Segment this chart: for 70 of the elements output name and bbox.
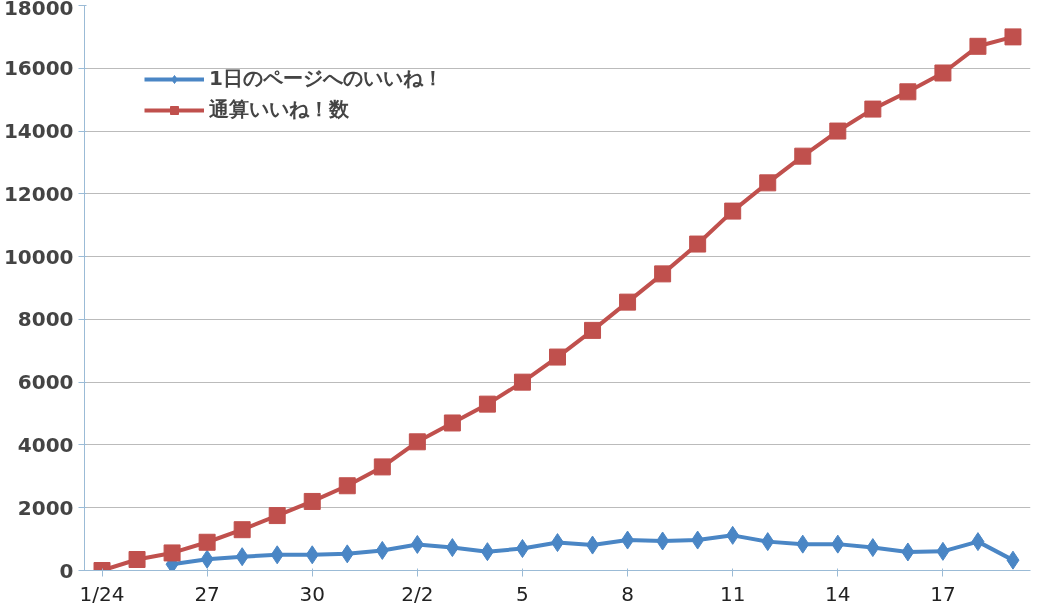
point (480, 542, 494, 562)
x-tick-label: 17 (930, 581, 956, 606)
point (375, 540, 389, 560)
point (513, 373, 531, 391)
point (445, 538, 459, 558)
point (689, 235, 707, 253)
point (831, 534, 845, 554)
point (866, 538, 880, 558)
point (656, 531, 670, 551)
point (373, 458, 391, 476)
point (478, 395, 496, 413)
x-tick-label: 27 (194, 581, 220, 606)
point (654, 265, 672, 283)
x-tick-label: 2/2 (401, 581, 434, 606)
y-tick-label: 2000 (17, 495, 74, 520)
point (515, 539, 529, 559)
point (971, 532, 985, 552)
point (796, 534, 810, 554)
point (200, 549, 214, 569)
point (619, 293, 637, 311)
point (794, 147, 812, 165)
point (899, 83, 917, 101)
point (724, 202, 742, 220)
point (410, 534, 424, 554)
point (163, 544, 181, 562)
x-tick-label: 1/24 (79, 581, 125, 606)
y-tick-label: 8000 (17, 307, 74, 332)
x-tick-label: 11 (719, 581, 746, 606)
point (969, 37, 987, 55)
legend-label: 1日のページへのいいね！ (209, 65, 443, 92)
y-tick-label: 12000 (3, 181, 74, 206)
point (338, 477, 356, 495)
point (759, 174, 777, 192)
x-tick-label: 30 (299, 581, 325, 606)
point (584, 321, 602, 339)
point (268, 507, 286, 525)
point (726, 525, 740, 545)
point (233, 521, 251, 539)
point (864, 100, 882, 118)
point (443, 414, 461, 432)
point (270, 545, 284, 565)
point (936, 541, 950, 561)
point (128, 551, 146, 569)
y-tick-label: 6000 (17, 370, 74, 395)
x-tick-label: 8 (621, 581, 634, 606)
point (340, 544, 354, 564)
point (691, 530, 705, 550)
y-tick-label: 0 (59, 558, 74, 583)
point (235, 547, 249, 567)
x-tick-label: 14 (825, 581, 851, 606)
point (586, 535, 600, 555)
y-tick-label: 10000 (3, 244, 74, 269)
y-tick-label: 16000 (3, 56, 74, 81)
point (1006, 550, 1020, 570)
point (549, 348, 566, 366)
point (198, 533, 216, 551)
point (934, 64, 952, 82)
point (901, 542, 915, 562)
point (621, 530, 635, 550)
y-tick-label: 4000 (17, 432, 74, 457)
x-tick-label: 5 (516, 581, 529, 606)
y-tick-label: 18000 (3, 0, 74, 20)
point (1004, 28, 1022, 46)
point (761, 532, 775, 552)
point (303, 492, 321, 510)
y-tick-label: 14000 (3, 119, 74, 144)
point (408, 433, 426, 451)
point (305, 545, 319, 565)
legend-label: 通算いいね！数 (209, 96, 349, 123)
point (829, 122, 847, 140)
